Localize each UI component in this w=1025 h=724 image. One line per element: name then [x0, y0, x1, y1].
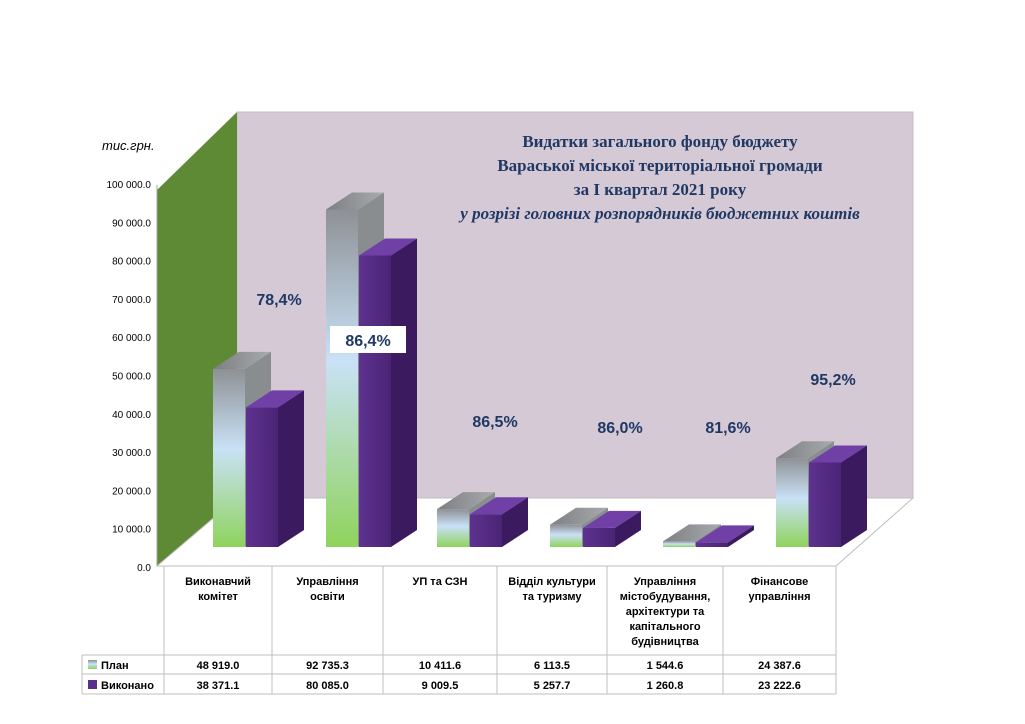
y-tick-label: 30 000.0 [112, 448, 151, 459]
bar-executed-front [359, 255, 391, 547]
category-label: Фінансове [751, 576, 808, 588]
y-tick-label: 70 000.0 [112, 295, 151, 306]
category-label: містобудування, [620, 591, 711, 603]
table-cell-value: 1 544.6 [647, 660, 684, 672]
bar-executed-top [583, 510, 641, 528]
bar-executed-side [615, 510, 641, 547]
chart-title: Видатки загального фонду бюджету Вараськ… [458, 132, 860, 223]
y-tick-label: 100 000.0 [107, 180, 152, 191]
category-labels: Виконавчий комітет Управління освіти УП та С… [185, 576, 810, 648]
data-table: Виконавчий комітет Управління освіти УП та С… [81, 565, 837, 695]
title-line-2: Вараської міської територіальної громади [497, 156, 823, 175]
percent-label-background [330, 326, 406, 353]
bar-executed-top [246, 390, 304, 408]
bar-plan-front [326, 209, 358, 547]
table-cell-value: 1 260.8 [647, 680, 684, 692]
bars [213, 192, 867, 547]
y-axis-ticks: 0.0 10 000.0 20 000.0 30 000.0 40 000.0 50 00… [107, 180, 152, 574]
percent-labels: 78,4% 86,4% 86,5% 86,0% 81,6% 95,2% [256, 292, 855, 437]
bar-executed-front [696, 542, 728, 547]
category-label: капітального [629, 621, 700, 633]
category-label: Управління [296, 576, 358, 588]
bar-plan-front [213, 368, 245, 547]
y-tick-label: 0.0 [137, 563, 151, 574]
title-line-3: за І квартал 2021 року [574, 180, 747, 199]
bar-plan-top [213, 351, 271, 369]
bar-executed [583, 510, 641, 547]
bar-executed-top [470, 497, 528, 515]
category-label: Відділ культури [508, 576, 595, 588]
bar-executed [696, 525, 754, 547]
y-tick-label: 10 000.0 [112, 525, 151, 536]
bar-executed-front [809, 462, 841, 547]
chart-subtitle: у розрізі головних розпорядників бюджетн… [458, 204, 860, 223]
table-cell-value: 5 257.7 [534, 680, 571, 692]
category-label: УП та СЗН [413, 576, 468, 588]
table-rows: План 48 919.0 92 735.3 10 411.6 6 113.5 1 544… [88, 660, 801, 692]
bar-executed-front [583, 527, 615, 547]
bar-plan-front [437, 509, 469, 547]
category-label: освіти [310, 591, 345, 603]
category-label: управління [749, 591, 811, 603]
title-line-1: Видатки загального фонду бюджету [522, 132, 798, 151]
bar-executed-top [809, 445, 867, 463]
bar-executed-top [696, 525, 754, 543]
bar-executed-side [278, 390, 304, 547]
category-label: Управління [634, 576, 696, 588]
category-label: та туризму [523, 591, 583, 603]
bar-plan-top [663, 524, 721, 542]
percent-label: 86,5% [472, 414, 517, 431]
percent-label: 86,0% [597, 420, 642, 437]
table-cell-value: 6 113.5 [534, 660, 570, 672]
percent-label: 78,4% [256, 292, 301, 309]
bar-executed-front [470, 514, 502, 547]
bar-plan-top [550, 507, 608, 525]
table-cell-value: 10 411.6 [419, 660, 461, 672]
table-cell-value: 23 222.6 [758, 680, 801, 692]
bar-plan-top [776, 441, 834, 459]
series-name: Виконано [101, 680, 154, 692]
y-axis-unit-label: тис.грн. [102, 138, 155, 153]
table-cell-value: 48 919.0 [197, 660, 240, 672]
bar-plan-top [326, 192, 384, 210]
y-tick-label: 60 000.0 [112, 333, 151, 344]
category-label: комітет [198, 591, 238, 603]
bar-executed [809, 445, 867, 547]
y-tick-label: 80 000.0 [112, 257, 151, 268]
table-grid [81, 565, 837, 695]
bar-executed [359, 238, 417, 547]
series-name: План [101, 660, 129, 672]
y-tick-label: 90 000.0 [112, 218, 151, 229]
bar-executed-side [728, 525, 754, 547]
bar-plan-front [550, 524, 582, 547]
legend-key-executed [88, 680, 97, 689]
table-cell-value: 38 371.1 [197, 680, 240, 692]
bar-executed-side [841, 445, 867, 547]
category-label: будівництва [631, 636, 699, 648]
bar-executed [246, 390, 304, 547]
bar-plan-front [663, 541, 695, 547]
percent-label: 81,6% [705, 420, 750, 437]
bar-executed-front [246, 407, 278, 547]
bar-executed-top [359, 238, 417, 256]
bar-executed [470, 497, 528, 547]
table-cell-value: 9 009.5 [422, 680, 459, 692]
category-label: Виконавчий [185, 576, 251, 588]
percent-label: 86,4% [345, 333, 390, 350]
table-cell-value: 92 735.3 [306, 660, 349, 672]
category-label: архітектури та [626, 606, 705, 618]
percent-label: 95,2% [810, 372, 855, 389]
y-tick-label: 40 000.0 [112, 410, 151, 421]
y-tick-label: 50 000.0 [112, 372, 151, 383]
bar-plan-top [437, 492, 495, 510]
bar-executed-side [391, 238, 417, 547]
bar-executed-side [502, 497, 528, 547]
table-cell-value: 80 085.0 [306, 680, 349, 692]
bar-plan-front [776, 458, 808, 547]
table-cell-value: 24 387.6 [758, 660, 801, 672]
y-tick-label: 20 000.0 [112, 486, 151, 497]
legend-key-plan [88, 660, 97, 669]
